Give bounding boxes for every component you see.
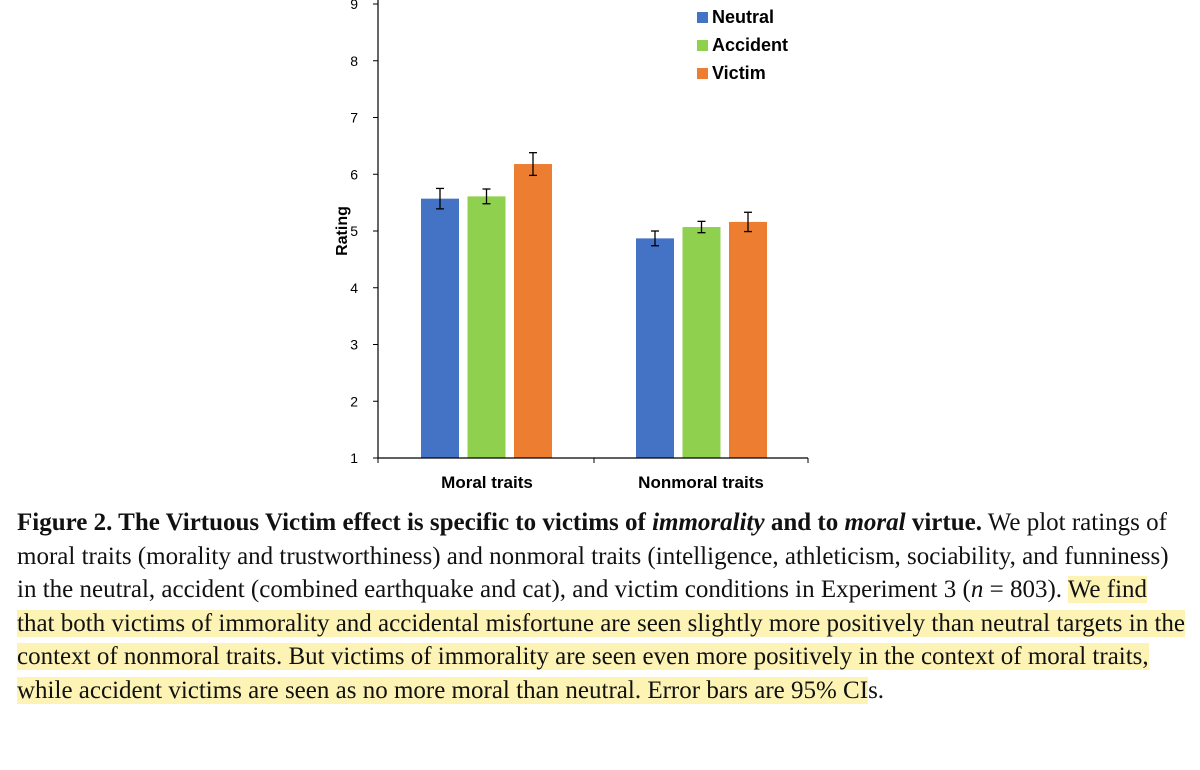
legend-swatch [697, 68, 708, 79]
y-tick-label: 8 [350, 53, 358, 69]
bar-neutral [421, 198, 459, 458]
y-tick-label: 6 [350, 166, 358, 182]
caption-body: We plot ratings of moral traits (moralit… [17, 509, 1169, 603]
y-tick-label: 1 [350, 450, 358, 466]
x-tick-label: Nonmoral traits [638, 473, 764, 492]
bar-accident [467, 196, 506, 458]
legend: Neutral Accident Victim [697, 7, 788, 83]
legend-label: Accident [712, 35, 788, 55]
caption-title-part: virtue. [905, 509, 982, 536]
caption-title-emphasis: immorality [652, 509, 765, 536]
caption-body-end: s. [868, 676, 885, 704]
x-tick-label: Moral traits [441, 473, 533, 492]
caption-title-emphasis: moral [844, 509, 906, 536]
caption-title-part: and to [764, 509, 845, 536]
legend-swatch [697, 12, 708, 23]
bar-neutral [636, 238, 674, 458]
caption-title: Figure 2. The Virtuous Victim effect is … [17, 509, 982, 536]
bar-victim [514, 164, 552, 458]
legend-label: Victim [712, 63, 766, 83]
y-tick-label: 7 [350, 110, 358, 126]
caption-title-part: Figure 2. The Virtuous Victim effect is … [17, 509, 653, 536]
bar-accident [682, 227, 721, 458]
y-tick-label: 3 [350, 337, 358, 353]
y-axis-label: Rating [334, 206, 351, 256]
figure-caption: Figure 2. The Virtuous Victim effect is … [17, 506, 1187, 707]
bar-victim [729, 221, 767, 458]
y-tick-label: 5 [350, 223, 358, 239]
y-tick-label: 2 [350, 393, 358, 409]
caption-sample-size-symbol: n [970, 576, 984, 603]
y-tick-label: 9 [350, 0, 358, 12]
y-axis: 1 2 3 4 5 6 7 8 9 [350, 0, 379, 466]
caption-body: = 803). [983, 576, 1068, 603]
bar-chart: 1 2 3 4 5 6 7 8 9 Moral traits Nonmoral traits Ne… [334, 0, 809, 492]
bars [421, 152, 767, 458]
x-axis: Moral traits Nonmoral traits [377, 457, 809, 492]
legend-label: Neutral [712, 7, 774, 27]
legend-swatch [697, 40, 708, 51]
y-tick-label: 4 [350, 280, 358, 296]
